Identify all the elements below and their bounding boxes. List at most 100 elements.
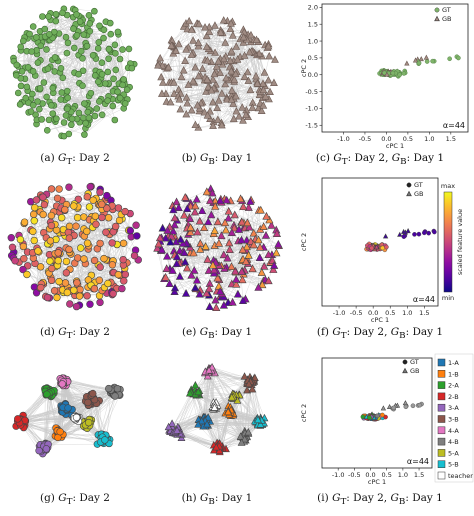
network-node	[274, 239, 283, 248]
network-node	[235, 112, 243, 120]
network-node	[19, 242, 28, 251]
network-node	[248, 385, 257, 393]
network-node	[213, 273, 222, 282]
network-node	[48, 102, 55, 109]
class-legend-swatch	[437, 426, 446, 435]
network-node	[109, 102, 117, 110]
network-node	[236, 194, 245, 203]
network-node	[29, 23, 37, 30]
scatter-point	[447, 56, 452, 62]
network-node	[207, 210, 216, 219]
network-node	[53, 194, 62, 203]
network-node	[108, 239, 116, 247]
network-node	[95, 276, 104, 284]
network-node	[92, 220, 100, 228]
network-node	[231, 266, 240, 275]
network-node	[214, 238, 224, 247]
network-node	[166, 237, 175, 246]
network-node	[214, 96, 223, 104]
class-legend-swatch	[437, 449, 446, 457]
network-node	[63, 105, 71, 113]
network-node	[179, 66, 188, 74]
x-tick-label: 0.5	[403, 135, 413, 143]
network-node	[91, 212, 100, 220]
network-node	[73, 32, 81, 39]
network-node	[172, 46, 180, 54]
network-node	[42, 445, 51, 453]
network-node	[81, 100, 88, 107]
x-tick-label: 0.0	[381, 135, 391, 143]
class-legend-label: 3-B	[448, 416, 459, 424]
network-node	[63, 87, 71, 95]
scatter-point	[401, 71, 407, 76]
network-gb-day1-feature	[153, 184, 283, 312]
network-node	[57, 65, 65, 72]
network-node	[402, 367, 408, 374]
network-node	[404, 60, 410, 66]
network-node	[84, 398, 92, 407]
network-node	[51, 54, 59, 61]
network-node	[230, 210, 239, 219]
network-node	[64, 404, 72, 412]
network-node	[103, 191, 111, 200]
network-node	[238, 275, 247, 284]
network-node	[68, 121, 75, 129]
colorbar-title: scaled feature value	[456, 209, 464, 275]
scatter-point	[391, 405, 397, 411]
network-node	[182, 45, 191, 53]
network-node	[56, 427, 64, 436]
network-node	[105, 55, 112, 63]
y-tick-label: -1.0	[305, 105, 318, 113]
x-tick-label: 1.5	[446, 135, 456, 143]
network-node	[210, 403, 219, 411]
network-node	[98, 71, 106, 78]
network-node	[259, 101, 268, 109]
caption-i: (i) GT: Day 2, GB: Day 1	[317, 492, 443, 508]
scatter-point	[456, 55, 461, 61]
network-node	[193, 227, 202, 236]
class-legend-label: 2-B	[448, 393, 459, 401]
y-tick-label: 2.0	[308, 4, 318, 12]
network-node	[245, 47, 254, 56]
network-node	[37, 42, 45, 50]
network-node	[202, 31, 211, 40]
scatter-point	[430, 58, 435, 64]
network-node	[76, 285, 84, 294]
network-node	[39, 13, 46, 20]
network-node	[183, 204, 192, 213]
network-node	[43, 293, 52, 302]
network-node	[234, 225, 244, 233]
network-node	[225, 238, 234, 247]
network-node	[227, 46, 236, 55]
x-tick-label: -1.0	[332, 471, 345, 479]
alpha-label: α=44	[413, 295, 435, 304]
scatter-point	[380, 412, 385, 418]
network-node	[246, 197, 255, 205]
network-node	[208, 97, 217, 106]
network-node	[181, 56, 190, 65]
network-node	[176, 104, 185, 113]
network-node	[257, 106, 266, 114]
network-node	[36, 85, 44, 92]
network-node	[242, 242, 251, 251]
network-node	[34, 247, 42, 255]
scatter-point	[367, 415, 372, 420]
network-node	[239, 32, 248, 41]
network-node	[40, 200, 49, 209]
network-node	[249, 228, 258, 237]
network-node	[91, 72, 99, 79]
network-node	[204, 217, 213, 226]
network-node	[181, 257, 190, 266]
network-node	[72, 413, 81, 422]
network-node	[248, 264, 257, 273]
network-gt-day2-feature	[7, 182, 142, 311]
network-node	[26, 30, 33, 38]
network-node	[72, 302, 81, 311]
network-node	[68, 115, 76, 123]
network-node	[84, 108, 92, 116]
scatter-point	[403, 404, 409, 410]
scatter-point	[424, 59, 430, 64]
network-node	[187, 25, 196, 33]
network-node	[223, 95, 231, 103]
network-node	[86, 27, 94, 35]
